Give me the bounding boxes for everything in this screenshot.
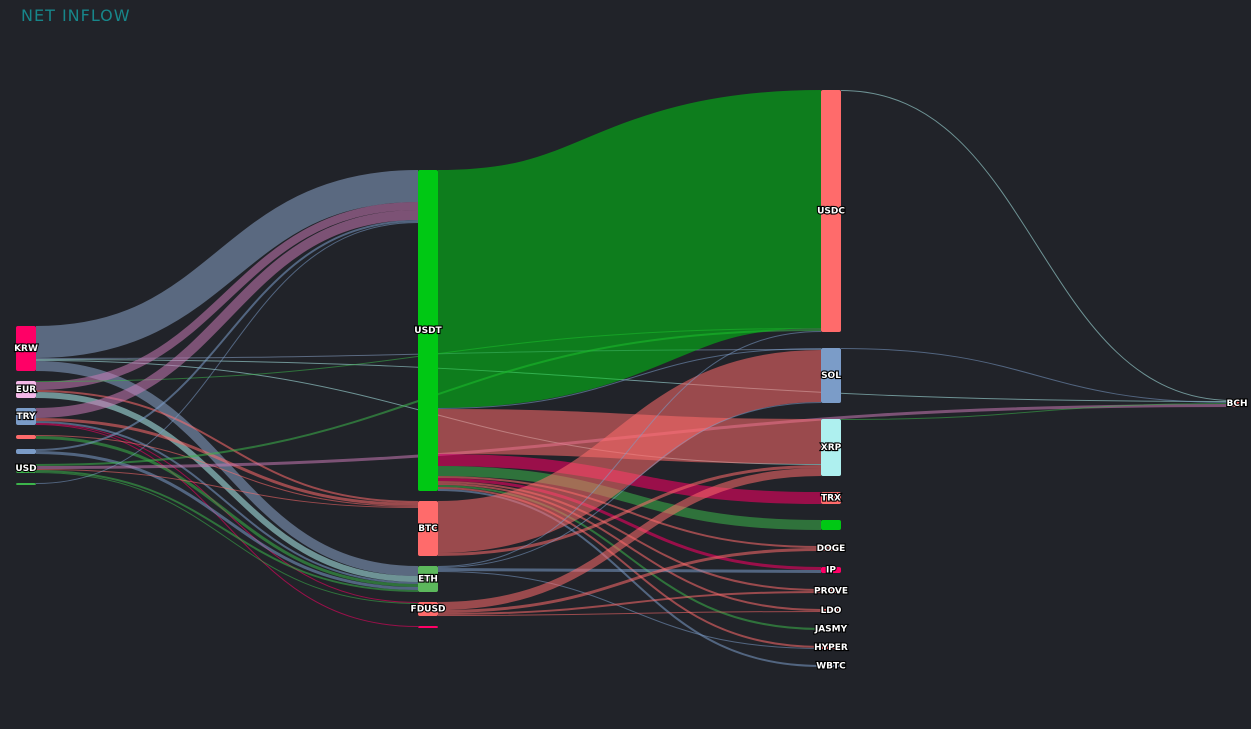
node (16, 408, 36, 425)
node (418, 501, 438, 556)
node (16, 326, 36, 371)
link (35, 202, 419, 390)
link (437, 466, 822, 530)
link (35, 421, 419, 584)
node-label: IP (826, 566, 836, 576)
link (35, 424, 419, 627)
link (437, 483, 822, 611)
link (437, 568, 822, 573)
node-label: BCH (1227, 399, 1248, 409)
link (437, 611, 822, 616)
node (16, 483, 36, 485)
node-label: ETH (418, 575, 438, 585)
node (418, 566, 438, 592)
link (437, 331, 822, 567)
node (16, 464, 36, 473)
node-label: FDUSD (411, 605, 446, 615)
node (418, 602, 438, 616)
node (821, 90, 841, 332)
node (16, 381, 36, 398)
node (16, 435, 36, 439)
link (840, 90, 1234, 401)
node-label: SOL (821, 371, 841, 381)
node (821, 546, 841, 551)
link (437, 571, 822, 649)
node-label: PROVE (814, 587, 848, 597)
node-label: USD (15, 464, 36, 474)
link (437, 478, 822, 570)
node (1233, 400, 1241, 407)
node (821, 665, 841, 667)
node (821, 567, 841, 573)
link (437, 591, 822, 615)
link (437, 548, 822, 613)
node (821, 348, 841, 403)
node (418, 170, 438, 491)
link (35, 418, 419, 506)
link (437, 348, 822, 409)
links (35, 90, 1234, 667)
node (821, 520, 841, 530)
link (437, 402, 822, 568)
node-label: HYPER (814, 643, 848, 653)
node (821, 419, 841, 476)
link (840, 348, 1234, 403)
node (821, 609, 841, 612)
node (418, 626, 438, 628)
node-label: TRX (821, 494, 841, 504)
link (35, 451, 419, 590)
node (821, 492, 841, 504)
chart-title: NET INFLOW (21, 6, 131, 25)
link (35, 470, 419, 592)
node-label: TRY (16, 412, 36, 422)
link (35, 170, 419, 358)
link (437, 350, 822, 553)
link (436, 90, 823, 408)
node (821, 589, 841, 593)
link (35, 469, 419, 508)
link (35, 390, 419, 503)
node-label: XRP (821, 443, 842, 453)
node-label: KRW (14, 344, 38, 354)
node-label: WBTC (816, 662, 846, 672)
link (840, 403, 1234, 420)
link (35, 359, 1234, 402)
node-label: BTC (418, 524, 438, 534)
node (821, 628, 841, 630)
node-label: JASMY (814, 625, 848, 635)
node-label: EUR (16, 385, 36, 395)
link (437, 468, 822, 610)
link (437, 465, 822, 556)
node-label: DOGE (817, 544, 846, 554)
node-label: LDO (821, 606, 842, 616)
link (35, 210, 419, 418)
node (16, 449, 36, 454)
node-label: USDC (817, 207, 845, 217)
link (35, 222, 419, 484)
link (35, 472, 419, 604)
node-label: USDT (414, 326, 442, 336)
node (821, 646, 841, 649)
link (35, 436, 419, 587)
link (35, 220, 419, 451)
nodes: KRW EUR TRY USD USDT BTC ETH FDUSD USDC SOL XRP TRX… (13, 90, 1249, 673)
